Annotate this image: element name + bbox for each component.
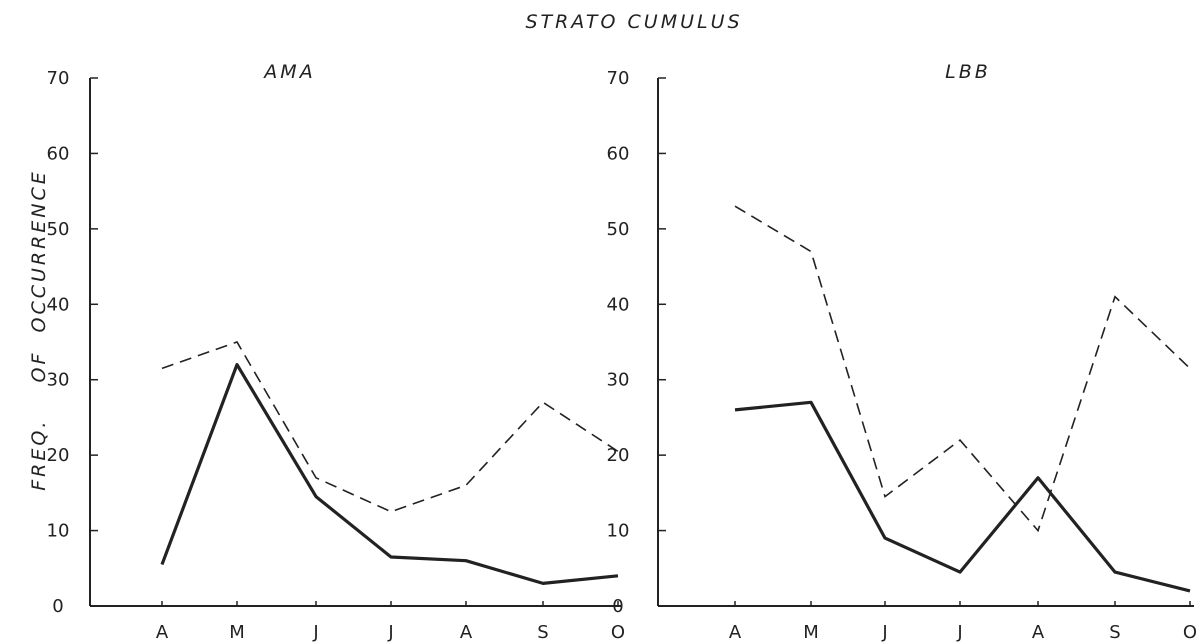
x-tick-label: A [1032,622,1045,643]
panel-ama: AMA 0 10 20 30 40 50 60 70 A M J J A S O [47,61,626,643]
x-tick-label: J [881,622,887,643]
x-tick-label: J [956,622,962,643]
y-tick-label: 20 [47,445,70,466]
x-tick-label: S [537,622,548,643]
y-tick-label: 50 [607,219,630,240]
y-tick-label: 70 [607,68,630,89]
series-line-dashed [734,205,1191,533]
x-tick-label: O [611,622,625,643]
x-tick-label: O [1183,622,1196,643]
y-tick-label: 30 [607,370,630,391]
y-tick-label: 40 [47,294,70,315]
y-tick-label: 30 [47,370,70,391]
y-tick-label: 40 [607,294,630,315]
series-line-solid [734,400,1191,593]
x-tick-label: A [460,622,473,643]
x-tick-label: M [229,622,245,643]
x-tick-label: J [387,622,393,643]
x-tick-label: J [312,622,318,643]
x-tick-label: A [729,622,742,643]
x-tick-label: S [1109,622,1120,643]
chart-title: STRATO CUMULUS [525,11,742,33]
y-tick-label: 50 [47,219,70,240]
y-tick-label: 20 [607,445,630,466]
x-tick-label: M [803,622,819,643]
y-tick-label: 0 [612,596,623,617]
y-axis-label: FREQ. OF OCCURRENCE [28,169,50,491]
series-line-dashed [161,341,619,513]
y-tick-label: 60 [47,143,70,164]
y-tick-label: 0 [52,596,63,617]
y-tick-label: 60 [607,143,630,164]
panel-title: AMA [262,61,315,83]
series-line-solid [160,363,619,586]
panel-title: LBB [945,61,991,83]
panel-lbb: LBB 0 10 20 30 40 50 60 70 A M J J A S O [607,61,1196,643]
y-tick-label: 10 [47,521,70,542]
x-tick-label: A [156,622,169,643]
y-tick-label: 10 [607,521,630,542]
y-tick-label: 70 [47,68,70,89]
